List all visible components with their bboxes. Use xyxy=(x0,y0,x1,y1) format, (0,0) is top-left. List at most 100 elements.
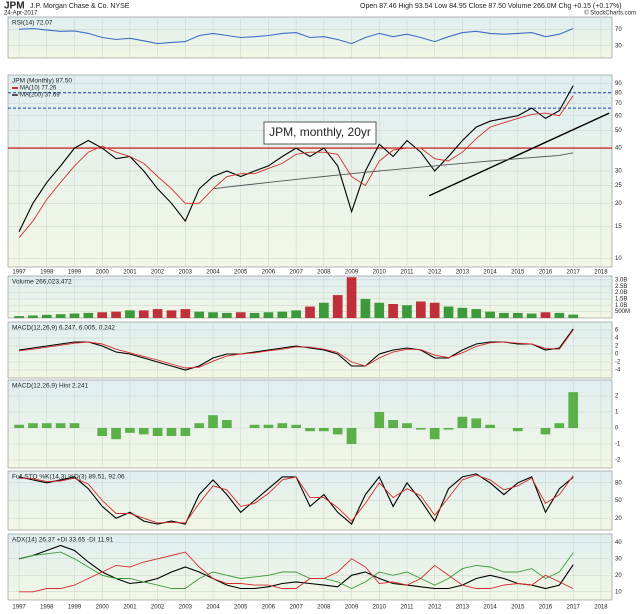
bar xyxy=(485,424,495,428)
x-tick-label: 2018 xyxy=(594,605,608,611)
x-tick-label: 2009 xyxy=(345,270,359,276)
bar xyxy=(208,415,218,428)
y-tick-label: -4 xyxy=(615,368,621,374)
series-line xyxy=(19,551,574,593)
x-tick-label: 2001 xyxy=(123,605,137,611)
company: J.P. Morgan Chase & Co. NYSE xyxy=(30,3,130,10)
bar xyxy=(28,423,38,428)
bar xyxy=(222,420,232,428)
y-tick-label: 500M xyxy=(615,309,630,315)
bar xyxy=(568,392,579,428)
quote: Open 87.46 High 93.54 Low 84.95 Close 87… xyxy=(360,3,622,10)
x-tick-label: 2013 xyxy=(456,605,470,611)
bar xyxy=(222,312,232,318)
bar xyxy=(388,304,398,318)
bar xyxy=(263,424,274,428)
y-tick-label: 20 xyxy=(615,573,622,579)
bar xyxy=(457,416,468,428)
panel-title: JPM (Monthly) 87.50 xyxy=(12,78,72,85)
x-tick-label: 2015 xyxy=(511,270,525,276)
x-tick-label: 2017 xyxy=(567,605,581,611)
bar xyxy=(540,312,551,318)
bar xyxy=(374,412,385,428)
bar xyxy=(166,428,177,436)
x-tick-label: 2000 xyxy=(96,605,110,611)
y-tick-label: 50 xyxy=(615,498,622,504)
bar xyxy=(291,310,301,318)
series-line xyxy=(18,544,574,590)
panel-title: MACD(12,26,9) Hist 2.241 xyxy=(12,383,89,390)
x-tick-label: 2011 xyxy=(401,605,415,611)
bar xyxy=(125,428,135,433)
bar xyxy=(499,312,509,318)
x-tick-label: 2000 xyxy=(96,270,110,276)
bar xyxy=(374,302,385,318)
bar xyxy=(111,311,121,318)
x-tick-label: 2008 xyxy=(317,270,331,276)
y-tick-label: 30 xyxy=(615,169,622,175)
panel xyxy=(7,321,613,379)
panel xyxy=(7,379,613,469)
bar xyxy=(471,309,482,318)
y-tick-label: -2 xyxy=(615,458,621,464)
bar xyxy=(568,314,579,318)
bar xyxy=(554,312,565,318)
bar xyxy=(28,315,38,318)
y-tick-label: 10 xyxy=(615,589,622,595)
bar xyxy=(249,312,260,318)
y-tick-label: 20 xyxy=(615,516,622,522)
x-tick-label: 1999 xyxy=(68,270,82,276)
x-tick-label: 1999 xyxy=(68,605,82,611)
x-tick-label: 2015 xyxy=(511,605,525,611)
bar xyxy=(97,312,108,318)
bar xyxy=(249,424,260,428)
series-line xyxy=(19,27,574,45)
y-tick-label: -1 xyxy=(615,442,621,448)
bar xyxy=(55,314,66,318)
y-tick-label: 15 xyxy=(615,224,622,230)
bar xyxy=(69,423,80,428)
y-tick-label: 40 xyxy=(615,540,622,546)
bar xyxy=(471,418,482,428)
panel-title: ADX(14) 26.37 +DI 33.65 -DI 11.91 xyxy=(12,537,114,544)
y-tick-label: 70 xyxy=(615,101,622,107)
y-tick-label: 1.0B xyxy=(615,303,627,309)
bar xyxy=(346,428,357,444)
series-line xyxy=(19,328,574,371)
bar xyxy=(83,312,94,318)
x-tick-label: 2008 xyxy=(317,605,331,611)
y-tick-label: 90 xyxy=(615,81,622,87)
bar xyxy=(291,424,301,428)
series-line xyxy=(212,152,574,190)
bar xyxy=(360,298,371,318)
bar xyxy=(512,428,523,432)
panel xyxy=(7,533,613,601)
y-tick-label: 0 xyxy=(615,426,619,432)
y-tick-label: 2.5B xyxy=(615,284,627,290)
x-tick-label: 2003 xyxy=(179,605,193,611)
x-tick-label: 2006 xyxy=(262,270,276,276)
series-line xyxy=(18,85,574,233)
y-tick-label: 6 xyxy=(615,328,619,334)
bar xyxy=(277,311,288,318)
bar xyxy=(194,423,205,428)
date: 24-Apr-2017 xyxy=(4,11,38,17)
bar xyxy=(14,424,24,428)
legend-label: MA(10) 77.26 xyxy=(20,86,57,92)
bar xyxy=(443,428,454,430)
bar xyxy=(402,305,412,318)
x-tick-label: 1998 xyxy=(40,270,54,276)
bar xyxy=(180,428,191,436)
bar xyxy=(69,313,80,318)
bar xyxy=(180,309,191,318)
x-tick-label: 2012 xyxy=(428,270,442,276)
y-tick-label: 3.0B xyxy=(615,277,627,283)
series-line xyxy=(18,95,574,238)
symbol: JPM xyxy=(4,1,25,12)
x-tick-label: 2005 xyxy=(234,605,248,611)
x-tick-label: 2014 xyxy=(483,270,497,276)
legend-swatch xyxy=(12,94,18,96)
bar xyxy=(41,423,52,428)
x-tick-label: 2007 xyxy=(289,605,303,611)
